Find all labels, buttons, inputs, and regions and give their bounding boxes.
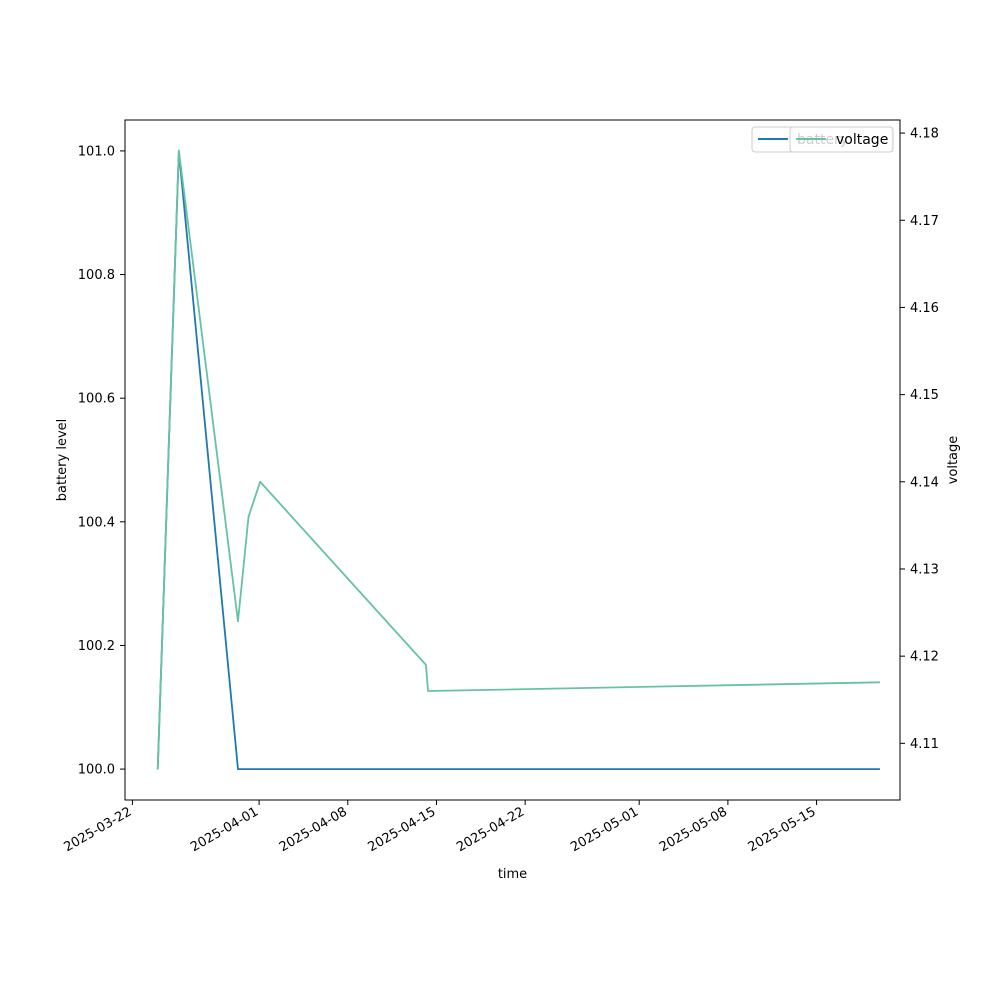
x-tick-label: 2025-04-01 (188, 804, 261, 855)
y-left-tick-label: 100.4 (78, 515, 115, 530)
x-tick-label: 2025-05-01 (568, 804, 641, 855)
x-tick-label: 2025-04-15 (366, 804, 439, 855)
x-axis: 2025-03-22 2025-04-01 2025-04-08 2025-04-15… (61, 800, 819, 855)
legend-voltage-label: voltage (836, 132, 888, 148)
y-right-tick-label: 4.16 (910, 301, 939, 316)
x-axis-label: time (498, 867, 527, 882)
y-right-tick-label: 4.14 (910, 475, 939, 490)
x-tick-label: 2025-05-08 (657, 804, 730, 855)
x-tick-label: 2025-04-22 (454, 804, 527, 855)
y-left-tick-label: 100.6 (78, 392, 115, 407)
plot-frame (124, 119, 901, 801)
x-tick-label: 2025-05-15 (746, 804, 819, 855)
x-tick-label: 2025-04-08 (277, 804, 350, 855)
series-line-battery (156, 150, 880, 770)
y-left-tick-label: 100.2 (78, 639, 115, 654)
y-left-tick-label: 100.0 (78, 763, 115, 778)
y-right-tick-label: 4.11 (910, 737, 939, 752)
y-left-tick-label: 101.0 (78, 144, 115, 159)
plot-area (124, 119, 901, 801)
x-tick-label: 2025-03-22 (61, 804, 134, 855)
y-axis-right-label: voltage (946, 436, 961, 485)
y-left-tick-label: 100.8 (78, 268, 115, 283)
y-right-tick-label: 4.13 (910, 562, 939, 577)
legend-voltage-box (789, 126, 894, 153)
y-axis-left-label: battery level (55, 419, 70, 502)
y-right-tick-label: 4.12 (910, 650, 939, 665)
y-axis-right: 4.11 4.12 4.13 4.14 4.15 4.16 4.17 4.18 (900, 127, 939, 752)
y-axis-left: 100.0 100.2 100.4 100.6 100.8 101.0 (78, 144, 125, 778)
y-right-tick-label: 4.18 (910, 127, 939, 142)
y-right-tick-label: 4.17 (910, 214, 939, 229)
series-layer (156, 149, 880, 770)
y-right-tick-label: 4.15 (910, 388, 939, 403)
legend-voltage: voltage (789, 126, 894, 153)
series-line-voltage (156, 149, 880, 770)
